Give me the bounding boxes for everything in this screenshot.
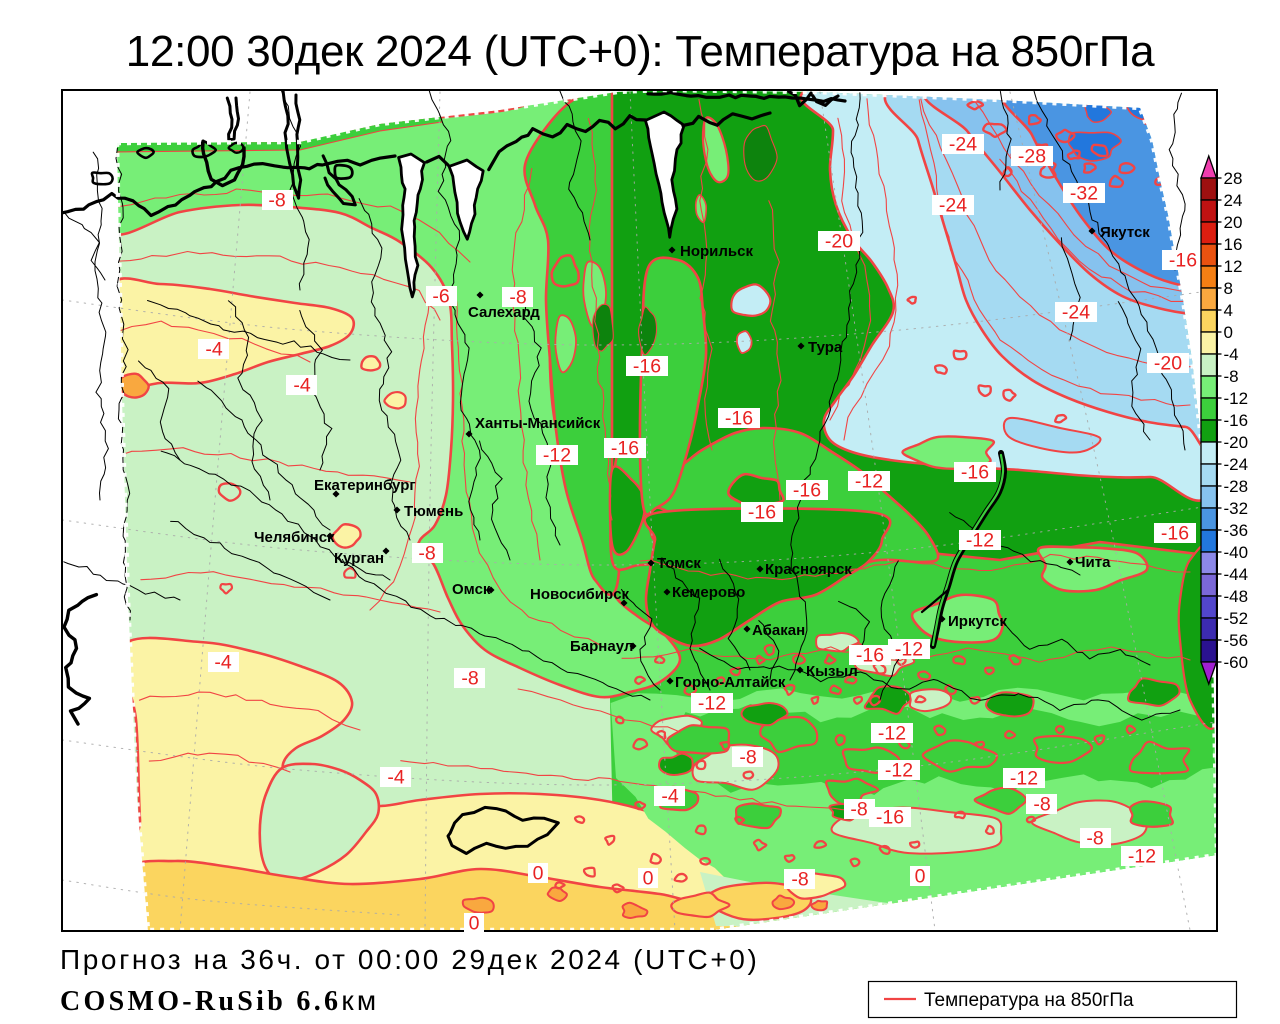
svg-text:-4: -4 [661, 786, 678, 808]
svg-text:Чита: Чита [1075, 554, 1111, 571]
svg-text:Якутск: Якутск [1100, 224, 1150, 241]
svg-text:-4: -4 [205, 339, 222, 361]
svg-text:-24: -24 [1224, 455, 1249, 474]
svg-text:0: 0 [469, 913, 480, 935]
svg-text:-24: -24 [939, 195, 967, 217]
svg-text:-36: -36 [1224, 521, 1249, 540]
svg-text:Кызыл: Кызыл [806, 663, 858, 680]
svg-text:Томск: Томск [657, 555, 701, 572]
svg-text:-12: -12 [966, 530, 994, 552]
svg-text:-16: -16 [1224, 411, 1249, 430]
svg-text:-32: -32 [1224, 499, 1249, 518]
svg-text:Ханты-Мансийск: Ханты-Мансийск [475, 415, 601, 432]
svg-text:Прогноз на 36ч. от 00:00 29дек: Прогноз на 36ч. от 00:00 29дек 2024 (UTC… [60, 944, 759, 975]
svg-text:-4: -4 [293, 375, 310, 397]
svg-text:Горно-Алтайск: Горно-Алтайск [675, 674, 786, 691]
svg-text:-16: -16 [725, 408, 753, 430]
svg-text:-12: -12 [1224, 389, 1249, 408]
svg-text:-8: -8 [1224, 367, 1239, 386]
svg-text:Иркутск: Иркутск [948, 613, 1007, 630]
svg-text:Барнаул: Барнаул [570, 638, 633, 655]
svg-text:Новосибирск: Новосибирск [530, 586, 630, 603]
svg-text:-8: -8 [418, 543, 435, 565]
svg-text:-16: -16 [611, 438, 639, 460]
svg-text:Курган: Курган [334, 550, 384, 567]
svg-text:-12: -12 [885, 760, 913, 782]
svg-text:-52: -52 [1224, 609, 1249, 628]
svg-text:0: 0 [643, 868, 654, 890]
svg-text:-16: -16 [961, 462, 989, 484]
svg-text:-12: -12 [895, 639, 923, 661]
svg-text:-24: -24 [1062, 302, 1090, 324]
svg-text:-48: -48 [1224, 587, 1249, 606]
svg-text:-28: -28 [1018, 146, 1046, 168]
svg-text:Омск: Омск [452, 581, 491, 598]
svg-text:20: 20 [1224, 213, 1243, 232]
svg-text:Екатеринбург: Екатеринбург [314, 477, 416, 494]
svg-text:-8: -8 [850, 799, 867, 821]
svg-text:4: 4 [1224, 301, 1233, 320]
svg-text:Тюмень: Тюмень [404, 503, 463, 520]
svg-text:-8: -8 [1086, 828, 1103, 850]
svg-text:-44: -44 [1224, 565, 1249, 584]
svg-text:8: 8 [1224, 279, 1233, 298]
svg-text:-16: -16 [748, 502, 776, 524]
svg-text:Кемерово: Кемерово [672, 584, 745, 601]
svg-text:-20: -20 [825, 231, 853, 253]
svg-text:-16: -16 [633, 356, 661, 378]
svg-text:-16: -16 [793, 480, 821, 502]
svg-text:-20: -20 [1154, 353, 1182, 375]
svg-text:-40: -40 [1224, 543, 1249, 562]
svg-text:-16: -16 [1161, 523, 1189, 545]
svg-text:28: 28 [1224, 169, 1243, 188]
svg-text:-4: -4 [1224, 345, 1239, 364]
svg-text:0: 0 [915, 866, 926, 888]
svg-text:Тура: Тура [808, 339, 843, 356]
svg-text:-8: -8 [268, 190, 285, 212]
svg-text:-32: -32 [1070, 183, 1098, 205]
svg-text:16: 16 [1224, 235, 1243, 254]
svg-text:0: 0 [533, 863, 544, 885]
svg-text:Красноярск: Красноярск [765, 561, 852, 578]
svg-text:Абакан: Абакан [752, 622, 805, 639]
svg-text:-12: -12 [1010, 768, 1038, 790]
svg-text:-4: -4 [214, 652, 231, 674]
svg-text:-8: -8 [791, 869, 808, 891]
svg-text:-24: -24 [949, 134, 977, 156]
svg-text:-16: -16 [856, 645, 884, 667]
svg-text:-16: -16 [1169, 250, 1197, 272]
svg-text:-4: -4 [387, 767, 404, 789]
svg-text:-8: -8 [461, 668, 478, 690]
svg-text:-12: -12 [855, 471, 883, 493]
svg-text:-20: -20 [1224, 433, 1249, 452]
svg-text:-8: -8 [509, 287, 526, 309]
svg-text:0: 0 [1224, 323, 1233, 342]
svg-text:Челябинск: Челябинск [254, 529, 335, 546]
svg-text:Салехард: Салехард [468, 304, 540, 321]
svg-text:-6: -6 [432, 286, 449, 308]
svg-text:-8: -8 [739, 747, 756, 769]
svg-text:-12: -12 [543, 445, 571, 467]
svg-text:Норильск: Норильск [680, 243, 753, 260]
svg-text:Температура на 850гПа: Температура на 850гПа [924, 990, 1134, 1011]
svg-text:-8: -8 [1033, 794, 1050, 816]
svg-text:-60: -60 [1224, 653, 1249, 672]
svg-text:COSMO-RuSib 6.6км: COSMO-RuSib 6.6км [60, 985, 379, 1017]
svg-text:-12: -12 [698, 693, 726, 715]
svg-text:-28: -28 [1224, 477, 1249, 496]
svg-text:-16: -16 [876, 807, 904, 829]
svg-text:12:00 30дек 2024 (UTC+0): Темп: 12:00 30дек 2024 (UTC+0): Температура на… [126, 27, 1155, 76]
svg-text:24: 24 [1224, 191, 1243, 210]
svg-text:-56: -56 [1224, 631, 1249, 650]
svg-text:-12: -12 [878, 723, 906, 745]
svg-text:-12: -12 [1128, 846, 1156, 868]
svg-text:12: 12 [1224, 257, 1243, 276]
